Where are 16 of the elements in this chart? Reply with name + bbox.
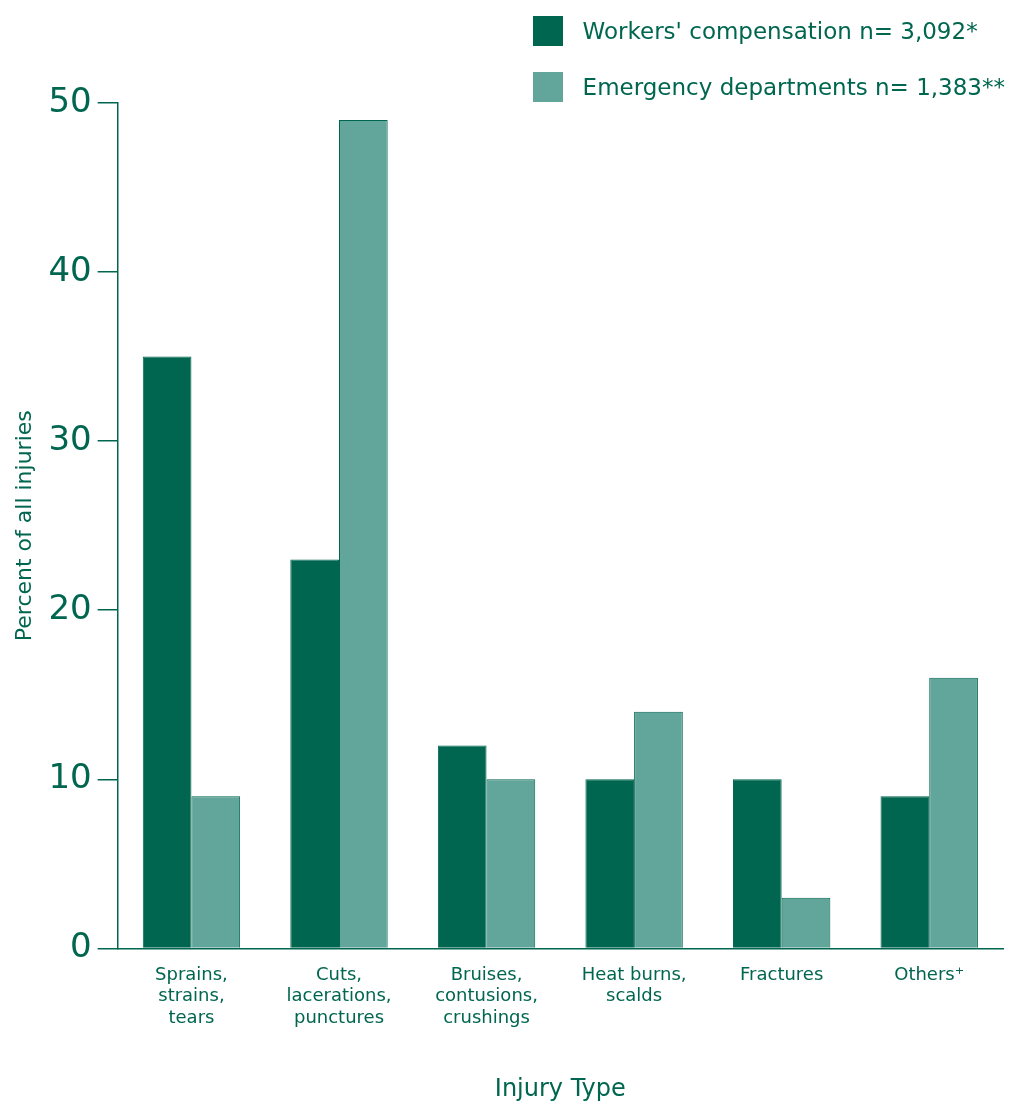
x-axis-title: Injury Type xyxy=(494,1073,626,1102)
y-tick-label: 20 xyxy=(48,587,92,628)
y-axis-title: Percent of all injuries xyxy=(10,410,36,642)
legend-label: Emergency departments n= 1,383** xyxy=(582,74,1005,100)
x-tick-label: Fractures xyxy=(740,962,824,984)
x-tick-label: Heat burns, scalds xyxy=(581,962,687,1006)
x-tick-label: Cuts, lacerations, punctures xyxy=(286,962,392,1028)
x-tick-label: Bruises, contusions, crushings xyxy=(435,962,538,1028)
y-tick-label: 40 xyxy=(48,248,92,289)
legend-label: Workers' compensation n= 3,092* xyxy=(582,18,978,44)
y-tick-label: 50 xyxy=(48,79,92,120)
y-tick-label: 30 xyxy=(48,417,92,458)
y-tick-label: 10 xyxy=(48,756,92,797)
x-tick-label: Sprains, strains, tears xyxy=(155,962,228,1028)
x-tick-label: Others⁺ xyxy=(894,962,965,984)
y-tick-label: 0 xyxy=(70,925,92,966)
